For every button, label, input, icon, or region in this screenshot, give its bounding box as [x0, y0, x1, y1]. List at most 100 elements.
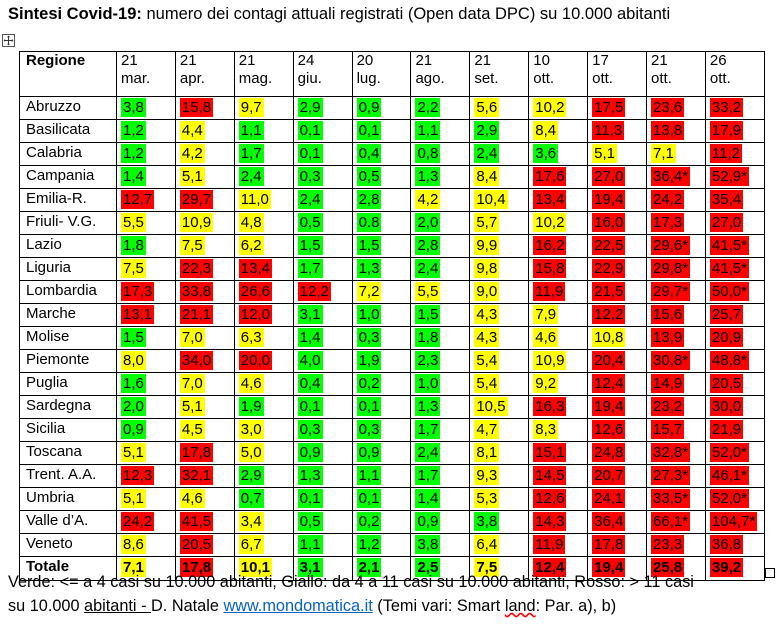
value-y: 5,1	[592, 144, 617, 163]
value-cell: 0,5	[351, 165, 412, 189]
value-cell: 1,3	[410, 165, 471, 189]
value-cell: 3,1	[292, 303, 353, 327]
value-cell: 15,8	[174, 96, 235, 120]
value-cell: 41,5*	[704, 257, 765, 281]
value-y: 6,4	[474, 535, 500, 554]
value-cell: 9,9	[469, 234, 530, 258]
value-cell: 50,0*	[704, 280, 765, 304]
value-cell: 9,2	[528, 372, 589, 396]
header-region: Regione	[19, 51, 117, 97]
value-y: 4,7	[474, 420, 500, 439]
value-cell: 24,8	[587, 441, 648, 465]
value-cell: 0,7	[233, 487, 294, 511]
value-y: 4,2	[415, 190, 441, 209]
value-g: 0,5	[356, 167, 382, 186]
value-y: 6,2	[238, 236, 264, 255]
value-cell: 33,5*	[646, 487, 706, 511]
value-cell: 24,1	[587, 487, 648, 511]
value-cell: 12,7	[116, 188, 176, 212]
value-r: 36,4	[592, 512, 626, 531]
value-g: 0,4	[297, 374, 323, 393]
value-g: 0,1	[356, 397, 382, 416]
value-y: 7,1	[651, 144, 676, 163]
value-r: 12,4	[592, 374, 626, 393]
move-handle-icon[interactable]	[2, 34, 15, 47]
value-cell: 4,8	[233, 211, 294, 235]
header-date: 21 ott.	[646, 51, 706, 97]
value-cell: 7,0	[174, 326, 235, 350]
value-cell: 17,8	[174, 556, 235, 581]
value-cell: 5,1	[587, 142, 648, 166]
value-r: 17,8	[179, 558, 214, 577]
region-name: Trent. A.A.	[19, 464, 117, 488]
value-cell: 3,8	[116, 96, 176, 120]
value-cell: 23,2	[646, 395, 706, 419]
value-cell: 10,5	[469, 395, 530, 419]
value-r: 30,0	[709, 397, 744, 416]
value-r: 13,9	[651, 328, 685, 347]
value-r: 17,6	[533, 167, 567, 186]
value-y: 4,8	[238, 213, 264, 232]
value-g: 3,1	[297, 305, 323, 324]
website-link[interactable]: www.mondomatica.it	[223, 597, 373, 615]
resize-handle-icon[interactable]	[765, 568, 775, 578]
value-g: 0,3	[356, 420, 382, 439]
value-r: 23,6	[651, 98, 685, 117]
header-date-month: giu.	[297, 70, 322, 87]
value-y: 7,5	[121, 259, 146, 278]
value-r: 33,8	[179, 282, 214, 301]
value-g: 1,1	[415, 121, 441, 140]
header-date-day: 26	[709, 52, 727, 70]
value-g: 1,5	[356, 236, 382, 255]
header-date-month: ott.	[651, 70, 672, 87]
region-name: Lombardia	[19, 280, 117, 304]
value-cell: 7,1	[116, 556, 176, 581]
value-cell: 7,9	[528, 303, 589, 327]
value-g: 2,0	[121, 397, 146, 416]
value-cell: 1,4	[410, 487, 471, 511]
value-y: 9,3	[474, 466, 500, 485]
credit-start: su 10.000	[8, 597, 85, 615]
value-cell: 19,4	[587, 395, 648, 419]
value-cell: 24,2	[646, 188, 706, 212]
value-r: 17,3	[121, 282, 155, 301]
value-cell: 5,5	[116, 211, 176, 235]
value-r: 12,2	[297, 282, 331, 301]
value-g: 0,3	[297, 167, 323, 186]
value-cell: 6,3	[233, 326, 294, 350]
value-cell: 1,0	[351, 303, 412, 327]
value-cell: 0,9	[292, 441, 353, 465]
value-cell: 6,4	[469, 533, 530, 557]
value-y: 5,6	[474, 98, 500, 117]
value-cell: 8,4	[528, 119, 589, 143]
value-cell: 15,6	[646, 303, 706, 327]
covid-table: Regione 21 mar. 21 apr. 21 mag. 24 giu. 20 lug. 21 a…	[19, 51, 765, 581]
value-y: 8,1	[474, 443, 500, 462]
value-cell: 0,9	[351, 441, 412, 465]
value-cell: 2,5	[410, 556, 471, 581]
table-row: Campania 1,4 5,1 2,4 0,3 0,5 1,3 8,4 17,6 27,0 36,…	[19, 165, 765, 189]
value-cell: 27,0	[704, 211, 765, 235]
table-row: Marche 13,1 21,1 12,0 3,1 1,0 1,5 4,3 7,9 12,2 15,…	[19, 303, 765, 327]
value-g: 1,5	[415, 305, 441, 324]
value-cell: 20,9	[704, 326, 765, 350]
value-r: 46,1*	[709, 466, 749, 485]
value-y: 10,2	[533, 98, 567, 117]
value-cell: 2,4	[233, 165, 294, 189]
value-g: 2,2	[415, 98, 441, 117]
footer-legend: Verde: <= a 4 casi su 10.000 abitanti, G…	[8, 570, 784, 618]
value-r: 29,8*	[651, 259, 691, 278]
value-r: 13,8	[651, 121, 685, 140]
header-date: 17 ott.	[587, 51, 648, 97]
value-r: 33,5*	[651, 489, 691, 508]
header-date-day: 10	[533, 52, 550, 70]
value-cell: 8,4	[469, 165, 530, 189]
value-g: 1,0	[356, 305, 382, 324]
value-cell: 27,0	[587, 165, 648, 189]
value-g: 1,8	[121, 236, 146, 255]
value-cell: 52,0*	[704, 441, 765, 465]
value-cell: 2,9	[233, 464, 294, 488]
value-cell: 0,9	[351, 96, 412, 120]
value-g: 1,7	[415, 466, 441, 485]
value-g: 1,3	[297, 466, 323, 485]
